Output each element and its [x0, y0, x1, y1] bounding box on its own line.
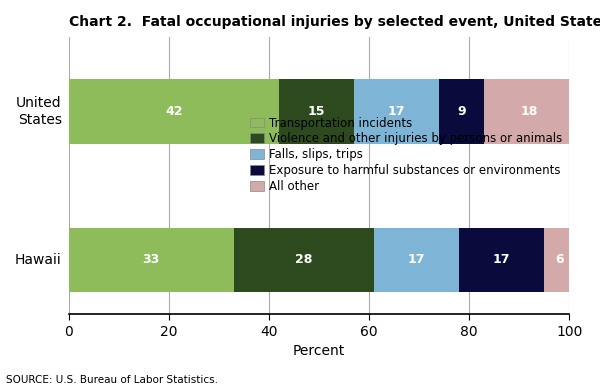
Text: 17: 17	[493, 254, 511, 266]
Text: Chart 2.  Fatal occupational injuries by selected event, United States and Hawai: Chart 2. Fatal occupational injuries by …	[68, 15, 600, 29]
Text: 33: 33	[143, 254, 160, 266]
Bar	[544, 228, 574, 292]
Text: 9: 9	[457, 105, 466, 118]
Text: SOURCE: U.S. Bureau of Labor Statistics.: SOURCE: U.S. Bureau of Labor Statistics.	[6, 375, 218, 385]
Legend: Transportation incidents, Violence and other injuries by persons or animals, Fal: Transportation incidents, Violence and o…	[250, 117, 562, 193]
Text: 42: 42	[165, 105, 182, 118]
Text: 6: 6	[555, 254, 563, 266]
Text: 28: 28	[295, 254, 313, 266]
Text: 17: 17	[388, 105, 405, 118]
Bar	[68, 228, 234, 292]
Bar	[374, 228, 459, 292]
Bar	[234, 228, 374, 292]
Bar	[279, 79, 354, 144]
Bar	[354, 79, 439, 144]
Text: 15: 15	[308, 105, 325, 118]
Bar	[439, 79, 484, 144]
Bar	[459, 228, 544, 292]
Text: 17: 17	[408, 254, 425, 266]
X-axis label: Percent: Percent	[293, 344, 345, 358]
Bar	[68, 79, 279, 144]
Bar	[484, 79, 574, 144]
Text: 18: 18	[520, 105, 538, 118]
